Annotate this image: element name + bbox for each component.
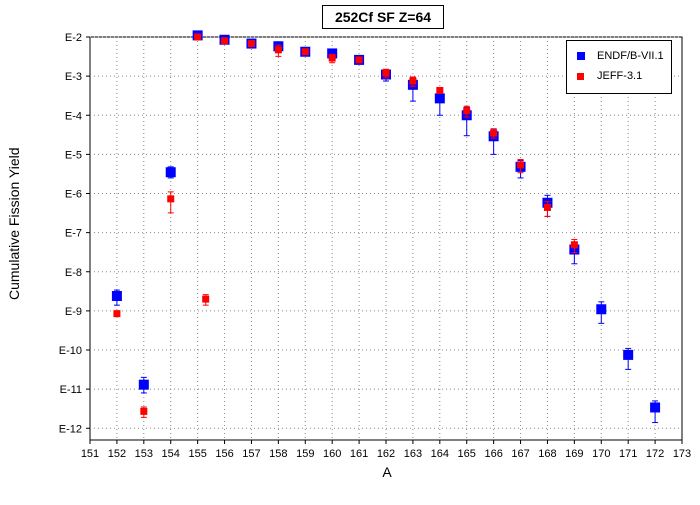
endf-point [138, 379, 149, 390]
x-tick-label: 170 [592, 448, 610, 460]
y-tick-label: E-8 [65, 267, 82, 279]
jeff-point [490, 129, 498, 137]
jeff-point [221, 37, 229, 45]
jeff-point [436, 86, 444, 94]
jeff-point [202, 295, 210, 303]
x-tick-label: 166 [484, 448, 502, 460]
x-tick-label: 151 [81, 448, 99, 460]
y-tick-label: E-11 [60, 384, 82, 396]
y-tick-label: E-7 [65, 228, 82, 240]
x-tick-label: 165 [458, 448, 476, 460]
jeff-point [409, 77, 417, 85]
legend-swatch-jeff [577, 73, 584, 80]
plot-area [89, 36, 683, 441]
x-tick-label: 154 [162, 448, 180, 460]
x-tick-label: 172 [646, 448, 664, 460]
x-tick-label: 173 [673, 448, 691, 460]
y-tick-label: E-6 [65, 189, 82, 201]
x-tick-label: 164 [431, 448, 449, 460]
endf-point [111, 291, 122, 302]
y-axis-label: Cumulative Fission Yield [6, 147, 22, 300]
y-tick-label: E-2 [65, 32, 82, 44]
x-axis-label: A [382, 464, 392, 480]
y-tick-label: E-12 [59, 423, 82, 435]
legend-label-endf: ENDF/B-VII.1 [597, 50, 664, 62]
x-tick-label: 157 [242, 448, 260, 460]
endf-point [650, 402, 661, 413]
jeff-point [463, 107, 471, 115]
x-tick-label: 155 [188, 448, 206, 460]
endf-point [327, 48, 338, 59]
jeff-point [194, 33, 202, 41]
jeff-point [517, 161, 525, 169]
jeff-point [328, 54, 336, 62]
endf-point [434, 93, 445, 104]
legend-label-jeff: JEFF-3.1 [597, 70, 643, 82]
endf-point [596, 304, 607, 315]
endf-point [623, 349, 634, 360]
x-tick-label: 159 [296, 448, 314, 460]
y-tick-label: E-10 [59, 345, 82, 357]
x-tick-label: 161 [350, 448, 368, 460]
jeff-point [113, 310, 121, 318]
x-tick-label: 160 [323, 448, 341, 460]
jeff-point [167, 195, 175, 203]
jeff-point [543, 203, 551, 211]
x-tick-label: 152 [108, 448, 126, 460]
x-tick-label: 169 [565, 448, 583, 460]
jeff-point [274, 46, 282, 54]
jeff-point [570, 241, 578, 249]
x-tick-label: 167 [511, 448, 529, 460]
jeff-point [355, 56, 363, 64]
jeff-point [301, 48, 309, 56]
legend-swatch-endf [577, 52, 585, 60]
y-tick-label: E-5 [65, 149, 82, 161]
jeff-point [247, 40, 255, 48]
y-tick-label: E-9 [65, 306, 82, 318]
legend: ENDF/B-VII.1 JEFF-3.1 [566, 40, 672, 94]
x-tick-label: 158 [269, 448, 287, 460]
x-tick-label: 156 [215, 448, 233, 460]
x-tick-label: 168 [538, 448, 556, 460]
jeff-point [140, 407, 148, 415]
x-tick-label: 153 [135, 448, 153, 460]
y-tick-label: E-4 [65, 110, 82, 122]
endf-point [165, 167, 176, 178]
x-tick-label: 171 [619, 448, 637, 460]
jeff-point [382, 69, 390, 77]
y-tick-label: E-3 [65, 71, 82, 83]
x-tick-label: 163 [404, 448, 422, 460]
chart-title: 252Cf SF Z=64 [322, 5, 444, 29]
x-tick-label: 162 [377, 448, 395, 460]
